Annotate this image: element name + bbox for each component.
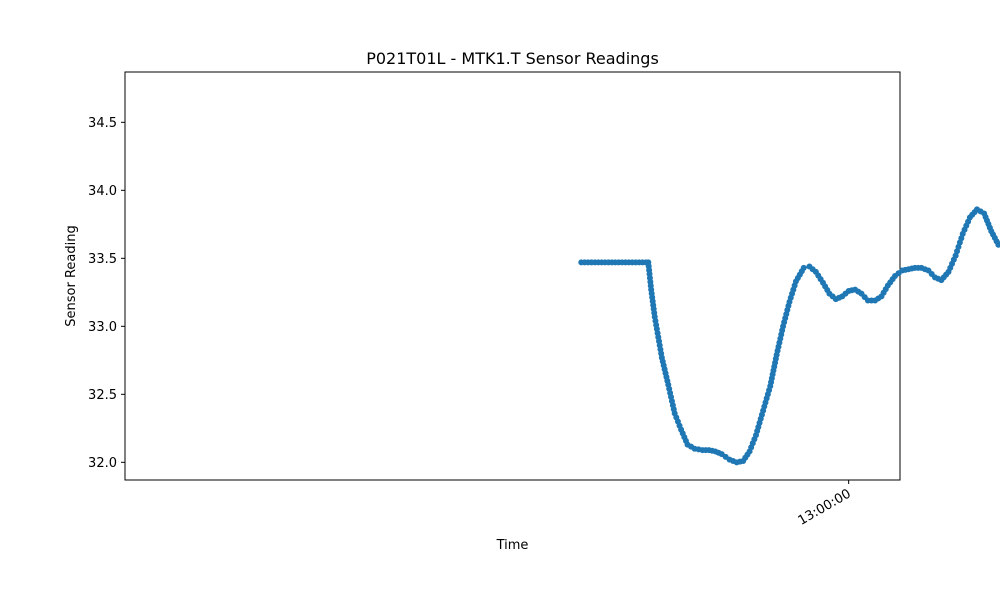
data-point bbox=[995, 241, 1000, 248]
x-axis-label: Time bbox=[496, 538, 529, 553]
y-tick-label: 34.0 bbox=[88, 184, 117, 199]
y-tick-label: 32.5 bbox=[88, 388, 117, 403]
plot-frame bbox=[124, 71, 901, 481]
y-tick-label: 33.0 bbox=[88, 320, 117, 335]
plot-area bbox=[124, 71, 901, 481]
y-tick-label: 34.5 bbox=[88, 116, 117, 131]
y-tick-label: 32.0 bbox=[88, 456, 117, 471]
y-tick-label: 33.5 bbox=[88, 252, 117, 267]
data-point bbox=[800, 264, 807, 271]
series-layer bbox=[578, 206, 1000, 466]
y-axis: 32.0 32.5 33.0 33.5 34.0 34.5 bbox=[88, 116, 125, 471]
chart-title: P021T01L - MTK1.T Sensor Readings bbox=[366, 49, 659, 68]
y-axis-label: Sensor Reading bbox=[64, 225, 79, 326]
